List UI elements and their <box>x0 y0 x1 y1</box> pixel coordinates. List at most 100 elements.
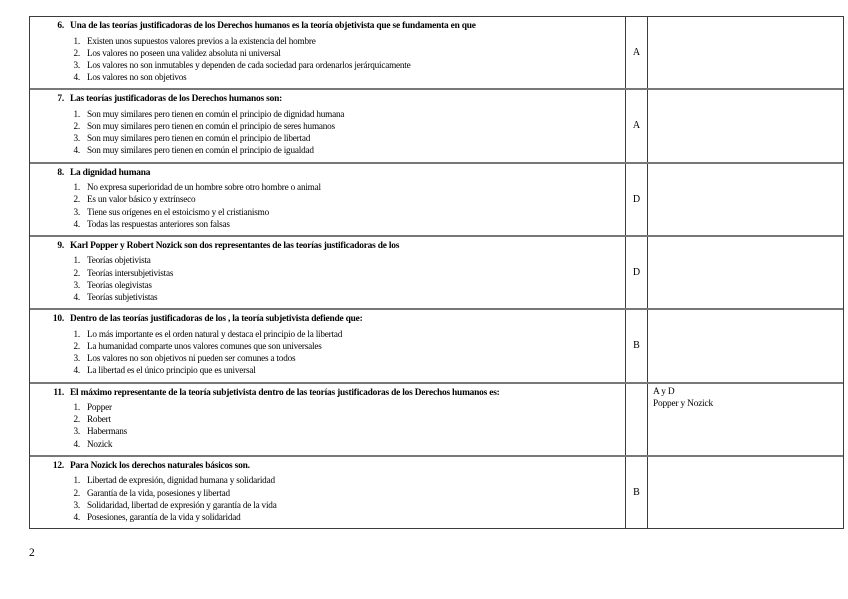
option-number: 3. <box>73 133 81 144</box>
option-row: 2. Garantía de la vida, posesiones y libe… <box>44 487 619 499</box>
options-list: 1. Teorías objetivista 2. Teorías intersub… <box>44 254 619 303</box>
option-row: 2. Son muy similares pero tienen en común… <box>44 120 619 132</box>
question-cell: 9. Karl Popper y Robert Nozick son dos r… <box>30 236 626 309</box>
question-heading: 9. Karl Popper y Robert Nozick son dos r… <box>44 240 619 253</box>
option-number: 4. <box>73 145 81 156</box>
option-row: 3. Tiene sus orígenes en el estoicismo y … <box>44 206 619 218</box>
option-text: Posesiones, garantía de la vida y solida… <box>87 511 241 522</box>
option-number: 2. <box>73 340 81 351</box>
option-number: 4. <box>73 292 81 303</box>
option-row: 1. Son muy similares pero tienen en común… <box>44 108 619 120</box>
option-number: 4. <box>73 438 81 449</box>
option-row: 2. Los valores no poseen una validez abso… <box>44 47 619 59</box>
option-number: 4. <box>73 365 81 376</box>
answer-cell: D <box>626 163 648 235</box>
option-number: 1. <box>73 255 81 266</box>
option-text: Los valores no son objetivos <box>87 72 187 83</box>
answer-cell: B <box>626 310 648 382</box>
question-row: 11. El máximo representante de la teoría… <box>30 383 843 457</box>
option-number: 4. <box>73 511 81 522</box>
options-list: 1. Libertad de expresión, dignidad humana… <box>44 474 619 523</box>
option-text: Teorías objetivista <box>87 255 151 266</box>
option-row: 3. Los valores no son inmutables y depend… <box>44 59 619 71</box>
option-row: 4. Nozick <box>44 438 619 450</box>
option-number: 2. <box>73 47 81 58</box>
option-text: Son muy similares pero tienen en común e… <box>87 121 335 132</box>
option-row: 2. La humanidad comparte unos valores com… <box>44 340 619 352</box>
option-row: 1. Libertad de expresión, dignidad humana… <box>44 474 619 486</box>
option-row: 1. Lo más importante es el orden natural … <box>44 328 619 340</box>
option-text: Popper <box>87 402 112 413</box>
question-title: Karl Popper y Robert Nozick son dos repr… <box>70 240 400 251</box>
option-row: 4. Los valores no son objetivos <box>44 71 619 83</box>
note-cell <box>648 237 843 308</box>
option-number: 2. <box>73 194 81 205</box>
option-number: 3. <box>73 59 81 70</box>
option-row: 1. No expresa superioridad de un hombre s… <box>44 181 619 193</box>
question-number: 8. <box>57 167 64 178</box>
options-list: 1. Popper 2. Robert 3. Habermans 4. Nozick <box>44 401 619 450</box>
option-row: 4. Teorías subjetivistas <box>44 291 619 303</box>
page-number: 2 <box>29 547 35 559</box>
question-number: 9. <box>57 240 64 251</box>
question-row: 9. Karl Popper y Robert Nozick son dos r… <box>30 236 843 311</box>
option-text: Es un valor básico y extrínseco <box>87 194 196 205</box>
question-cell: 8. La dignidad humana 1. No expresa super… <box>30 163 626 235</box>
answer-cell: A <box>626 90 648 162</box>
option-row: 4. La libertad es el único principio que … <box>44 364 619 376</box>
option-number: 4. <box>73 72 81 83</box>
question-number: 10. <box>52 314 64 325</box>
question-row: 10. Dentro de las teorías justificadoras… <box>30 310 843 384</box>
question-number: 11. <box>53 387 64 398</box>
question-title: Dentro de las teorías justificadoras de … <box>70 314 363 325</box>
option-row: 4. Todas las respuestas anteriores son fa… <box>44 218 619 230</box>
option-number: 1. <box>73 182 81 193</box>
note-cell <box>648 90 843 161</box>
option-row: 1. Popper <box>44 401 619 413</box>
option-number: 3. <box>73 426 81 437</box>
option-number: 4. <box>73 218 81 229</box>
option-number: 2. <box>73 267 81 278</box>
option-text: Tiene sus orígenes en el estoicismo y el… <box>87 206 269 217</box>
option-number: 1. <box>73 328 81 339</box>
option-text: Garantía de la vida, posesiones y libert… <box>87 487 230 498</box>
option-number: 2. <box>73 487 81 498</box>
note-cell <box>648 457 843 528</box>
option-number: 3. <box>73 499 81 510</box>
question-cell: 6. Una de las teorías justificadoras de … <box>30 17 626 89</box>
question-heading: 6. Una de las teorías justificadoras de … <box>44 20 619 33</box>
option-number: 2. <box>73 414 81 425</box>
option-text: Robert <box>87 414 111 425</box>
question-row: 12. Para Nozick los derechos naturales b… <box>30 456 843 529</box>
option-text: Todas las respuestas anteriores son fals… <box>87 218 230 229</box>
answer-cell: D <box>626 236 648 309</box>
note-cell <box>648 17 843 88</box>
question-cell: 12. Para Nozick los derechos naturales b… <box>30 456 626 529</box>
option-text: Solidaridad, libertad de expresión y gar… <box>87 499 277 510</box>
question-number: 12. <box>52 460 64 471</box>
question-cell: 11. El máximo representante de la teoría… <box>30 383 626 455</box>
note-cell <box>648 310 843 381</box>
option-text: Teorías olegivistas <box>87 279 152 290</box>
question-row: 7. Las teorías justificadoras de los Der… <box>30 90 843 164</box>
question-title: La dignidad humana <box>70 167 151 178</box>
option-text: Libertad de expresión, dignidad humana y… <box>87 475 275 486</box>
option-text: Son muy similares pero tienen en común e… <box>87 145 314 156</box>
options-list: 1. No expresa superioridad de un hombre s… <box>44 181 619 230</box>
option-text: Son muy similares pero tienen en común e… <box>87 133 311 144</box>
option-row: 1. Existen unos supuestos valores previos… <box>44 35 619 47</box>
question-title: Una de las teorías justificadoras de los… <box>70 21 476 31</box>
option-number: 1. <box>73 402 81 413</box>
question-number: 6. <box>57 21 64 31</box>
question-cell: 7. Las teorías justificadoras de los Der… <box>30 90 626 162</box>
option-text: Son muy similares pero tienen en común e… <box>87 108 345 119</box>
option-text: Los valores no son objetivos ni pueden s… <box>87 353 296 364</box>
note-cell <box>648 164 843 235</box>
option-row: 2. Teorías intersubjetivistas <box>44 267 619 279</box>
option-text: Teorías intersubjetivistas <box>87 267 174 278</box>
answer-cell: A <box>626 17 648 89</box>
option-text: Nozick <box>87 438 113 449</box>
option-text: No expresa superioridad de un hombre sob… <box>87 182 321 193</box>
question-title: Las teorías justificadoras de los Derech… <box>70 94 283 105</box>
option-number: 1. <box>73 475 81 486</box>
